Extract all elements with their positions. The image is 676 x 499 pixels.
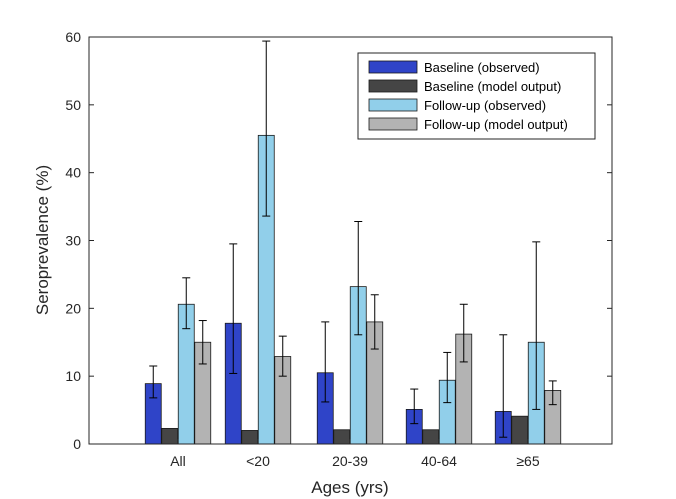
legend-label-0: Baseline (observed): [424, 60, 540, 75]
y-tick-label: 30: [65, 233, 81, 249]
legend: Baseline (observed) Baseline (model outpu…: [357, 52, 596, 140]
legend-swatch-1: [368, 79, 418, 93]
legend-swatch-3: [368, 117, 418, 131]
y-tick-label: 60: [65, 29, 81, 45]
y-tick-label: 50: [65, 97, 81, 113]
legend-label-2: Follow-up (observed): [424, 98, 546, 113]
y-axis: 0 10 20 30 40 50 60: [65, 29, 612, 452]
x-tick-label: <20: [246, 453, 270, 469]
bar-1-1: [241, 430, 259, 445]
error-bars-layer: [149, 40, 557, 438]
y-tick-label: 10: [65, 368, 81, 384]
x-axis: All <20 20-39 40-64 ≥65: [170, 439, 540, 469]
bar-1-2: [333, 429, 351, 445]
legend-swatch-2: [368, 98, 418, 112]
x-tick-label: 40-64: [421, 453, 457, 469]
bar-1-3: [422, 429, 440, 445]
y-tick-label: 0: [73, 436, 81, 452]
legend-label-1: Baseline (model output): [424, 79, 561, 94]
bar-1-0: [161, 427, 179, 445]
bar-1-4: [511, 415, 529, 445]
x-axis-title: Ages (yrs): [311, 478, 388, 497]
x-tick-label: ≥65: [516, 453, 539, 469]
legend-label-3: Follow-up (model output): [424, 117, 568, 132]
legend-swatch-0: [368, 60, 418, 74]
y-axis-title: Seroprevalence (%): [33, 165, 52, 315]
x-tick-label: All: [170, 453, 186, 469]
legend-items: Baseline (observed) Baseline (model outpu…: [368, 60, 568, 132]
y-tick-label: 20: [65, 300, 81, 316]
y-tick-label: 40: [65, 165, 81, 181]
x-tick-label: 20-39: [332, 453, 368, 469]
